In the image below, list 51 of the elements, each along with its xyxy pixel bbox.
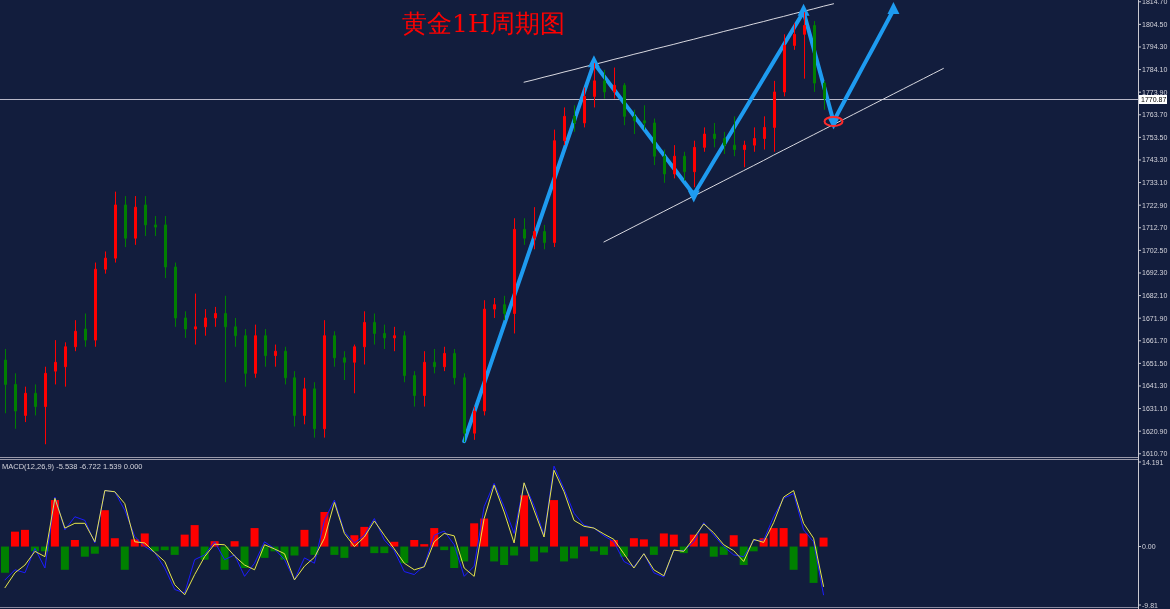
bar [540,546,549,553]
bar [90,546,99,554]
bar [190,525,199,547]
bar [340,546,349,558]
bar [170,546,179,555]
bar [110,538,119,547]
bar [570,546,578,559]
bar [60,546,69,570]
bar [699,533,708,547]
bar [560,546,568,562]
bar [230,541,239,547]
bar [819,537,828,547]
bar [500,546,509,566]
bar [729,535,738,547]
bar [510,546,519,556]
bar [659,533,668,547]
bar [629,538,638,547]
bar [100,510,109,547]
bar [550,500,559,547]
bar [10,531,19,547]
bar [470,523,479,547]
bar [1,546,9,573]
bar [410,540,419,547]
bar [599,546,608,555]
bar [769,528,778,547]
bar [779,528,788,547]
line-series [603,67,944,243]
bar [70,540,79,547]
bar [530,546,539,562]
bar [240,546,249,568]
bar [579,536,588,547]
bar [669,534,678,547]
bar [370,546,379,554]
bar [20,529,29,547]
bar [649,546,658,555]
bar [290,546,299,556]
bar [789,546,798,570]
bar [300,529,309,547]
chart-title: 黄金1H周期图 [402,8,565,38]
bar [380,546,389,554]
bar [80,546,89,557]
bar [520,495,529,547]
bar [490,546,499,562]
bar [180,534,189,547]
bar [639,539,648,547]
bar [330,546,339,555]
bar [799,533,808,547]
bar [709,546,718,557]
bar [420,544,429,547]
bar [120,546,129,570]
bar [250,528,259,547]
